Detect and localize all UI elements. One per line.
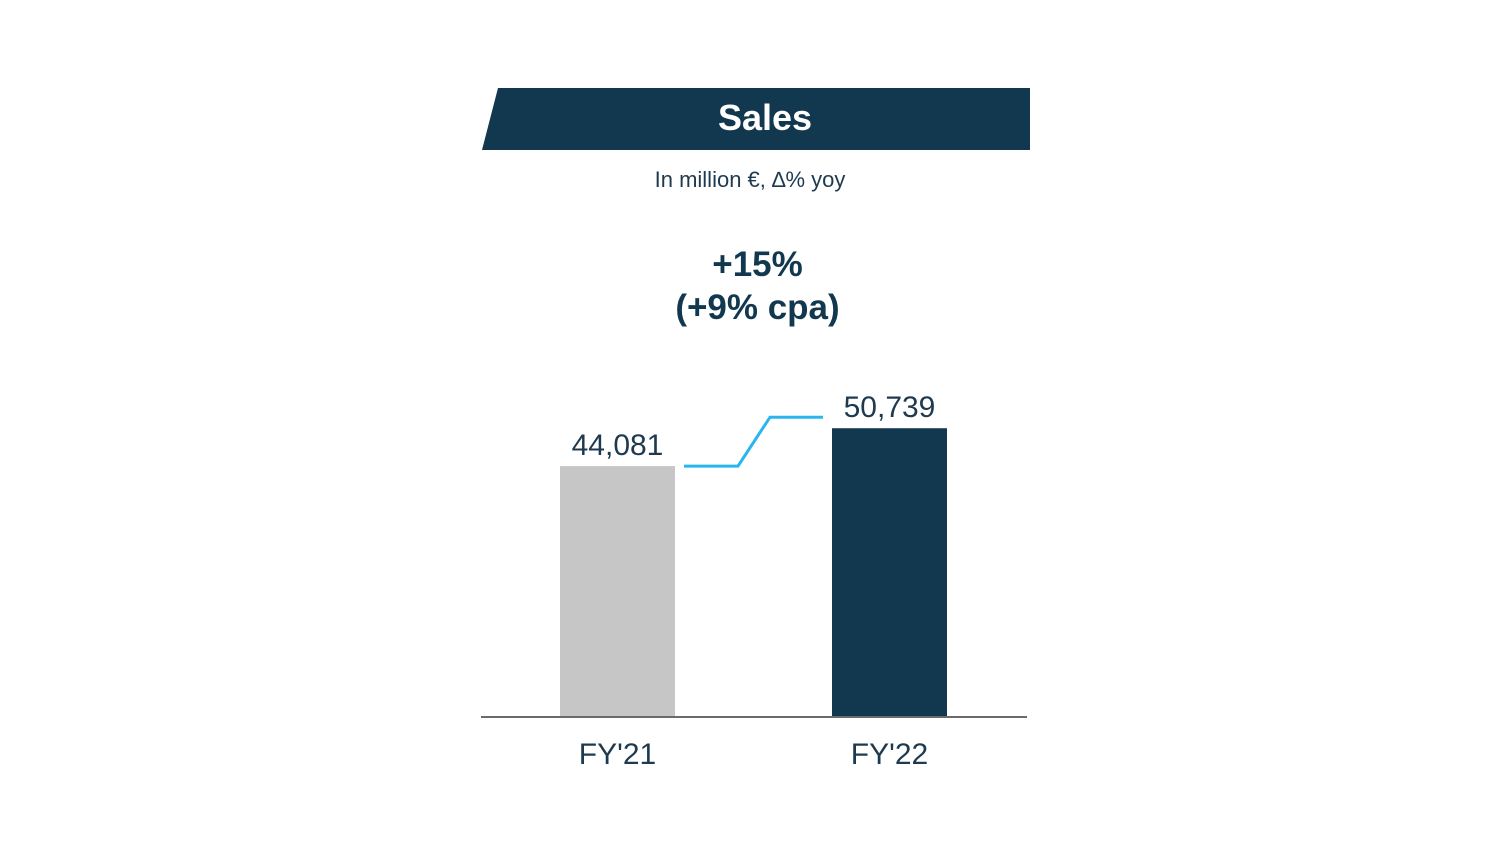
growth-annotation-cpa: (+9% cpa) bbox=[675, 288, 840, 327]
growth-annotation: +15% bbox=[712, 245, 803, 284]
growth-connector-line bbox=[684, 415, 823, 468]
bar-fy21 bbox=[560, 466, 675, 717]
chart-title: Sales bbox=[717, 97, 813, 138]
x-tick-label: FY'21 bbox=[579, 738, 656, 771]
data-label: 50,739 bbox=[844, 391, 936, 424]
x-tick-label: FY'22 bbox=[851, 738, 928, 771]
data-label: 44,081 bbox=[572, 429, 664, 462]
bar-fy22 bbox=[832, 428, 947, 717]
title-banner bbox=[482, 88, 1030, 150]
chart-subtitle: In million €, ∆% yoy bbox=[654, 167, 846, 192]
